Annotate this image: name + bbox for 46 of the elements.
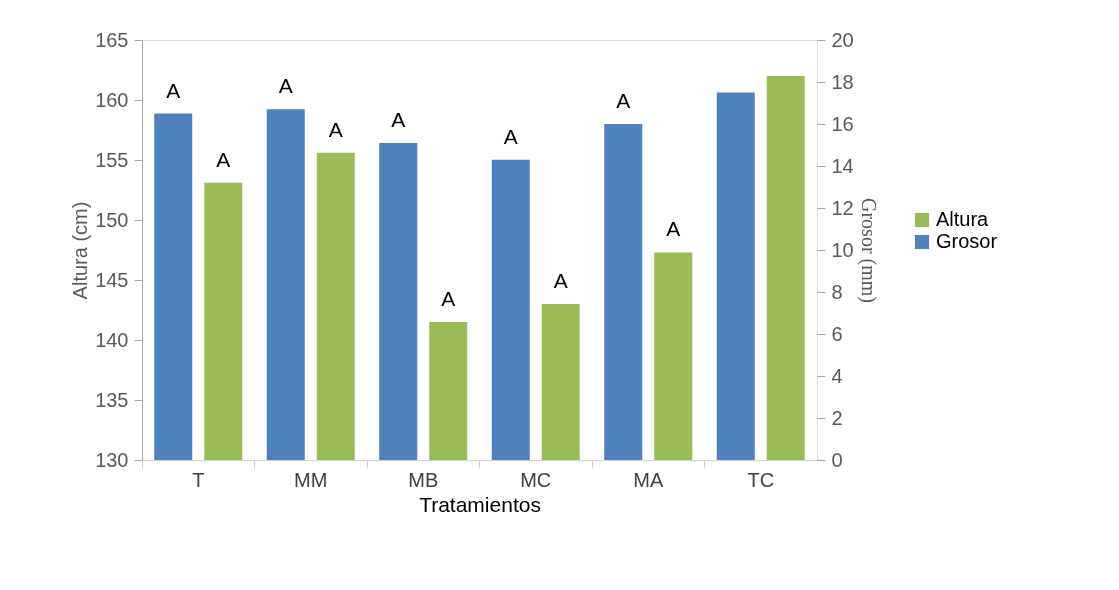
bar — [379, 142, 418, 460]
data-label: A — [441, 287, 456, 310]
data-label: A — [503, 124, 518, 148]
data-label: A — [328, 117, 343, 141]
legend-label: Grosor — [936, 230, 998, 252]
x-tick-label: MC — [520, 468, 552, 491]
y2-tick-label: 2 — [831, 406, 843, 429]
data-label: A — [166, 78, 181, 102]
bar — [266, 109, 305, 460]
y-tick-label: 165 — [95, 28, 129, 51]
x-tick-label: MB — [408, 468, 439, 491]
bar — [154, 113, 193, 460]
y-tick-label: 130 — [95, 448, 129, 471]
data-label: A — [278, 74, 293, 98]
data-label: A — [616, 89, 631, 112]
x-tick-label: T — [192, 468, 205, 491]
y2-tick-label: 6 — [831, 322, 843, 345]
data-label: A — [666, 217, 681, 241]
legend-label: Altura — [936, 208, 990, 230]
y2-tick-label: 4 — [831, 364, 843, 387]
y-tick-label: 150 — [95, 208, 129, 231]
y2-tick-label: 20 — [831, 28, 854, 51]
y2-tick-label: 8 — [831, 280, 843, 303]
y-tick-label: 160 — [95, 88, 129, 111]
bar — [491, 159, 530, 460]
x-tick-label: MM — [294, 468, 328, 491]
y2-tick-label: 0 — [831, 448, 843, 471]
y2-tick-label: 14 — [831, 154, 854, 177]
y-tick-label: 135 — [95, 388, 129, 411]
y2-tick-label: 18 — [831, 70, 854, 93]
y2-tick-label: 12 — [831, 196, 854, 219]
y2-axis-title: Grosor (mm) — [856, 198, 880, 303]
bar — [604, 124, 643, 460]
y2-tick-label: 10 — [831, 238, 854, 261]
data-label: A — [553, 269, 568, 292]
y2-tick-label: 16 — [831, 112, 854, 135]
y-tick-label: 155 — [95, 148, 129, 171]
x-tick-label: TC — [747, 468, 775, 491]
y-axis-title: Altura (cm) — [69, 201, 92, 300]
y-tick-label: 140 — [95, 328, 129, 351]
data-label: A — [216, 147, 231, 171]
bar — [716, 92, 755, 460]
y-tick-label: 145 — [95, 268, 129, 291]
x-tick-label: MA — [633, 468, 664, 491]
data-label: A — [391, 107, 406, 131]
x-axis-title: Tratamientos — [419, 492, 541, 516]
